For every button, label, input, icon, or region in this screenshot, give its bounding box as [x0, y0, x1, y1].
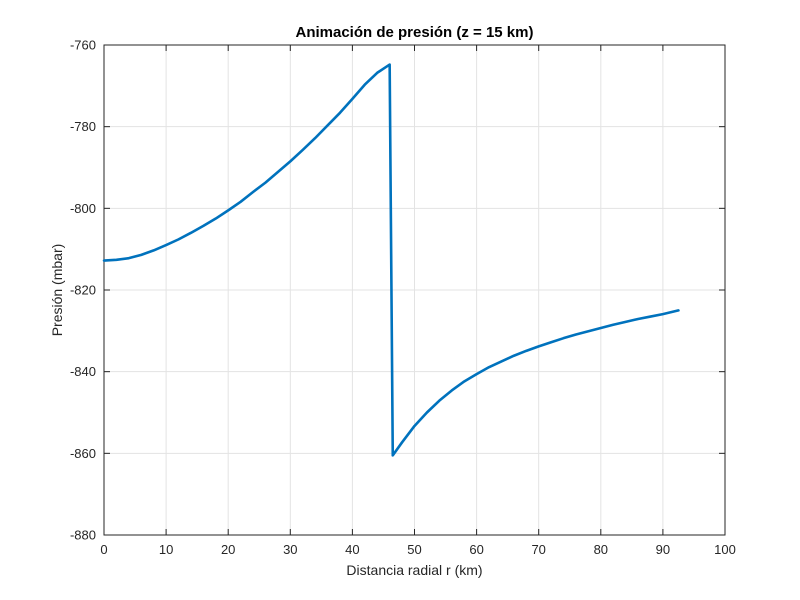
x-tick-label: 100 — [714, 542, 736, 557]
x-tick-label: 40 — [345, 542, 359, 557]
y-tick-label: -760 — [70, 38, 96, 53]
y-tick-label: -780 — [70, 119, 96, 134]
x-tick-label: 50 — [407, 542, 421, 557]
x-axis-label: Distancia radial r (km) — [346, 562, 482, 578]
grid — [103, 44, 726, 536]
x-tick-label: 10 — [159, 542, 173, 557]
y-tick-label: -880 — [70, 528, 96, 543]
plot-area — [102, 63, 680, 457]
ticks: 0 10 20 30 40 50 60 70 80 90 100 -880 -860 -840 -820 -8… — [70, 38, 736, 558]
x-tick-label: 90 — [656, 542, 670, 557]
pressure-series-line — [102, 63, 680, 457]
x-tick-label: 70 — [531, 542, 545, 557]
y-tick-label: -840 — [70, 364, 96, 379]
x-tick-label: 20 — [221, 542, 235, 557]
y-tick-label: -800 — [70, 201, 96, 216]
y-tick-label: -860 — [70, 446, 96, 461]
chart-title: Animación de presión (z = 15 km) — [296, 24, 534, 41]
x-tick-label: 30 — [283, 542, 297, 557]
y-tick-label: -820 — [70, 283, 96, 298]
x-tick-label: 0 — [100, 542, 107, 557]
x-tick-label: 60 — [469, 542, 483, 557]
x-tick-label: 80 — [594, 542, 608, 557]
y-axis-label: Presión (mbar) — [49, 244, 65, 337]
